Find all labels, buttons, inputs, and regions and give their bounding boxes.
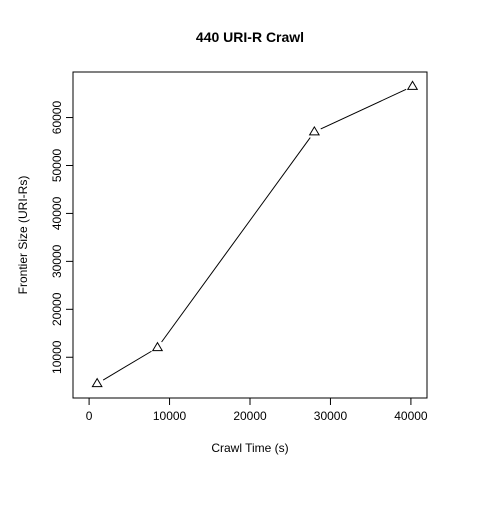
series-line-segment xyxy=(320,88,407,130)
y-tick-label: 40000 xyxy=(50,196,64,230)
x-tick-label: 20000 xyxy=(233,409,267,423)
plot-frame xyxy=(72,71,428,399)
chart-title: 440 URI-R Crawl xyxy=(196,29,304,45)
x-tick-label: 0 xyxy=(86,409,93,423)
y-tick-label: 60000 xyxy=(50,101,64,135)
data-point-triangle xyxy=(308,125,320,136)
x-tick-label: 30000 xyxy=(314,409,348,423)
series-line-segment xyxy=(161,137,311,343)
data-point-triangle xyxy=(406,80,419,90)
x-tick-label: 10000 xyxy=(153,409,187,423)
y-axis: 10000 20000 30000 40000 50000 60000 xyxy=(50,101,74,374)
x-axis: 0 10000 20000 30000 40000 xyxy=(86,397,428,423)
data-point-triangle xyxy=(151,341,164,352)
x-axis-label: Crawl Time (s) xyxy=(211,441,288,455)
y-tick-label: 10000 xyxy=(50,340,64,374)
y-tick-label: 30000 xyxy=(50,244,64,278)
y-axis-label: Frontier Size (URI-Rs) xyxy=(16,176,30,295)
data-series xyxy=(91,80,419,388)
y-tick-label: 50000 xyxy=(50,148,64,182)
series-line-segment xyxy=(102,350,152,381)
y-tick-label: 20000 xyxy=(50,292,64,326)
x-tick-label: 40000 xyxy=(394,409,428,423)
data-point-triangle xyxy=(91,377,103,388)
